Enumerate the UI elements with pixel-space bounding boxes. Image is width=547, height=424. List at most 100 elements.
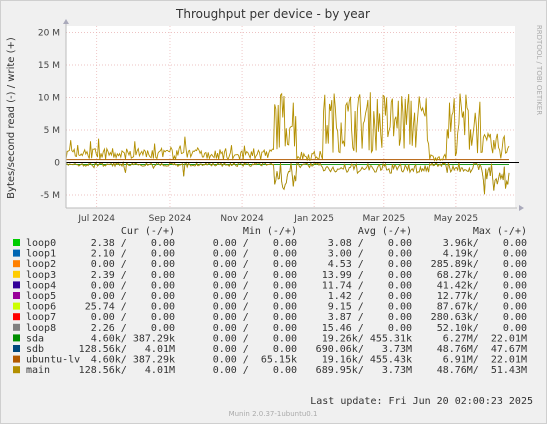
legend-avg-loop8: 15.46 / 0.00: [322, 323, 412, 334]
legend-cur-loop6: 25.74 / 0.00: [85, 302, 175, 313]
legend-max-sda: 6.27M/ 22.01M: [443, 333, 527, 344]
legend-cur-sdb: 128.56k/ 4.01M: [79, 344, 175, 355]
legend-max-loop4: 41.42k/ 0.00: [437, 280, 527, 291]
legend-cur-loop8: 2.26 / 0.00: [91, 323, 175, 334]
y-tick-label: 10 M: [38, 94, 60, 104]
legend: Cur (-/+) Min (-/+) Avg (-/+) Max (-/+) …: [13, 226, 527, 376]
plot-area: [66, 26, 515, 208]
legend-name-loop0: loop0: [26, 238, 56, 249]
legend-swatch-loop2: [13, 260, 20, 268]
legend-swatch-loop7: [13, 313, 20, 321]
legend-cur-loop4: 0.00 / 0.00: [91, 280, 175, 291]
legend-swatch-loop6: [13, 302, 20, 310]
legend-swatch-loop8: [13, 323, 20, 331]
legend-name-loop6: loop6: [26, 302, 56, 313]
legend-name-main: main: [26, 365, 50, 376]
legend-name-loop5: loop5: [26, 291, 56, 302]
legend-min-main: 0.00 / 0.00: [213, 365, 297, 376]
legend-min-loop0: 0.00 / 0.00: [213, 238, 297, 249]
munin-version: Munin 2.0.37-1ubuntu0.1: [229, 410, 318, 418]
legend-name-sda: sda: [26, 333, 44, 344]
legend-avg-loop3: 13.99 / 0.00: [322, 270, 412, 281]
legend-min-loop1: 0.00 / 0.00: [213, 249, 297, 260]
legend-max-loop8: 52.10k/ 0.00: [437, 323, 527, 334]
legend-min-loop3: 0.00 / 0.00: [213, 270, 297, 281]
y-axis-arrow-icon: [63, 19, 69, 24]
y-axis-label: Bytes/second read (-) / write (+): [6, 37, 17, 199]
legend-max-loop2: 285.89k/ 0.00: [431, 259, 527, 270]
legend-avg-loop7: 3.87 / 0.00: [328, 312, 412, 323]
legend-swatch-loop5: [13, 292, 20, 299]
legend-min-loop2: 0.00 / 0.00: [213, 259, 297, 270]
legend-header-cur: Cur (-/+): [121, 226, 175, 237]
legend-cur-loop7: 0.00 / 0.00: [91, 312, 175, 323]
legend-max-loop7: 280.63k/ 0.00: [431, 312, 527, 323]
grid: [66, 26, 515, 208]
legend-avg-loop0: 3.08 / 0.00: [328, 238, 412, 249]
legend-min-loop7: 0.00 / 0.00: [213, 312, 297, 323]
legend-name-sdb: sdb: [26, 344, 44, 355]
legend-min-loop6: 0.00 / 0.00: [213, 302, 297, 313]
x-tick-label: Sep 2024: [149, 214, 192, 224]
legend-cur-sda: 4.60k/ 387.29k: [91, 333, 175, 344]
y-tick-labels: 20 M 15 M 10 M 5 M 0 -5 M: [38, 29, 60, 202]
chart-title: Throughput per device - by year: [175, 7, 370, 21]
y-tick-label: 15 M: [38, 61, 60, 71]
legend-name-loop4: loop4: [26, 280, 56, 291]
legend-min-ubuntu-lv: 0.00 / 65.15k: [213, 355, 297, 366]
legend-max-loop0: 3.96k/ 0.00: [443, 238, 527, 249]
legend-max-ubuntu-lv: 6.91M/ 22.01M: [443, 355, 527, 366]
legend-name-loop2: loop2: [26, 259, 56, 270]
legend-header-max: Max (-/+): [473, 226, 527, 237]
legend-cur-main: 128.56k/ 4.01M: [79, 365, 175, 376]
legend-avg-main: 689.95k/ 3.73M: [316, 365, 412, 376]
legend-header-min: Min (-/+): [243, 226, 297, 237]
legend-max-loop3: 68.27k/ 0.00: [437, 270, 527, 281]
series-lines: [65, 92, 510, 195]
x-axis-arrow-icon: [519, 205, 524, 211]
series-main-read: [65, 160, 510, 195]
legend-cur-loop2: 0.00 / 0.00: [91, 259, 175, 270]
y-tick-label: 0: [54, 159, 60, 169]
legend-swatch-main: [13, 366, 20, 374]
legend-min-sda: 0.00 / 0.00: [213, 333, 297, 344]
legend-swatch-loop3: [13, 270, 20, 278]
legend-swatch-loop0: [13, 239, 20, 246]
x-tick-label: Jan 2025: [293, 214, 334, 224]
legend-avg-sda: 19.26k/ 455.31k: [322, 333, 412, 344]
x-tick-labels: Jul 2024 Sep 2024 Nov 2024 Jan 2025 Mar 2025…: [77, 214, 478, 224]
legend-avg-loop6: 9.15 / 0.00: [328, 302, 412, 313]
legend-max-loop5: 12.77k/ 0.00: [437, 291, 527, 302]
legend-name-loop3: loop3: [26, 270, 56, 281]
legend-name-ubuntu-lv: ubuntu-lv: [26, 355, 80, 366]
legend-swatch-loop1: [13, 249, 20, 257]
series-main-write: [65, 92, 510, 162]
legend-name-loop7: loop7: [26, 312, 56, 323]
legend-swatch-loop4: [13, 281, 20, 289]
legend-name-loop8: loop8: [26, 323, 56, 334]
y-tick-label: -5 M: [40, 191, 60, 201]
legend-max-loop6: 87.67k/ 0.00: [437, 302, 527, 313]
legend-swatch-sdb: [13, 345, 20, 352]
last-update: Last update: Fri Jun 20 02:00:23 2025: [310, 396, 533, 407]
legend-min-loop4: 0.00 / 0.00: [213, 280, 297, 291]
legend-cur-loop0: 2.38 / 0.00: [91, 238, 175, 249]
legend-cur-loop1: 2.10 / 0.00: [91, 249, 175, 260]
legend-max-sdb: 48.76M/ 47.67M: [437, 344, 527, 355]
legend-avg-sdb: 690.06k/ 3.73M: [316, 344, 412, 355]
rrdtool-credit: RRDTOOL / TOBI OETIKER: [535, 25, 543, 115]
axes: [63, 19, 524, 211]
legend-header-avg: Avg (-/+): [358, 226, 412, 237]
legend-cur-loop5: 0.00 / 0.00: [91, 291, 175, 302]
y-tick-label: 20 M: [38, 29, 60, 39]
legend-avg-loop2: 4.53 / 0.00: [328, 259, 412, 270]
legend-cur-ubuntu-lv: 4.60k/ 387.29k: [91, 355, 175, 366]
legend-swatch-sda: [13, 334, 20, 342]
y-tick-label: 5 M: [44, 126, 60, 136]
legend-avg-loop5: 1.42 / 0.00: [328, 291, 412, 302]
legend-min-loop8: 0.00 / 0.00: [213, 323, 297, 334]
legend-max-loop1: 4.19k/ 0.00: [443, 249, 527, 260]
legend-min-loop5: 0.00 / 0.00: [213, 291, 297, 302]
x-tick-label: Jul 2024: [77, 214, 115, 224]
x-tick-label: Mar 2025: [362, 214, 405, 224]
